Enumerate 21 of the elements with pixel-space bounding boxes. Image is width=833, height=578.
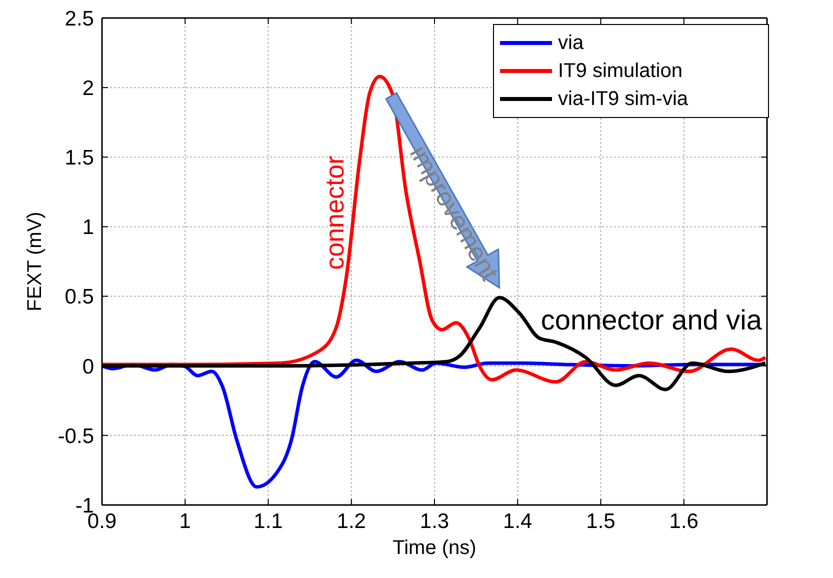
y-tick-label: 1.5 xyxy=(64,146,94,170)
x-tick-label: 1.2 xyxy=(336,510,366,533)
y-tick-label: 2 xyxy=(82,77,94,100)
legend-label: IT9 simulation xyxy=(558,59,682,84)
annotation: connector xyxy=(320,155,350,270)
y-tick-label: 0.5 xyxy=(64,286,94,309)
legend-label: via-IT9 sim-via xyxy=(558,87,688,112)
legend-label: via xyxy=(558,31,584,56)
y-tick-label: -0.5 xyxy=(58,424,94,448)
y-axis-title: FEXT (mV) xyxy=(24,212,46,312)
x-tick-label: 1.4 xyxy=(503,510,533,533)
x-tick-label: 1 xyxy=(179,510,191,533)
y-tick-label: 0 xyxy=(82,355,94,378)
annotation: connector and via xyxy=(540,304,762,336)
y-tick-label: 1 xyxy=(82,216,94,240)
x-tick-label: 1.1 xyxy=(254,510,283,533)
x-tick-label: 1.3 xyxy=(420,510,450,533)
x-tick-label: 1.6 xyxy=(669,510,698,533)
y-tick-label: 2.5 xyxy=(64,7,94,30)
x-axis-title: Time (ns) xyxy=(392,537,476,560)
x-tick-label: 1.5 xyxy=(586,510,616,533)
